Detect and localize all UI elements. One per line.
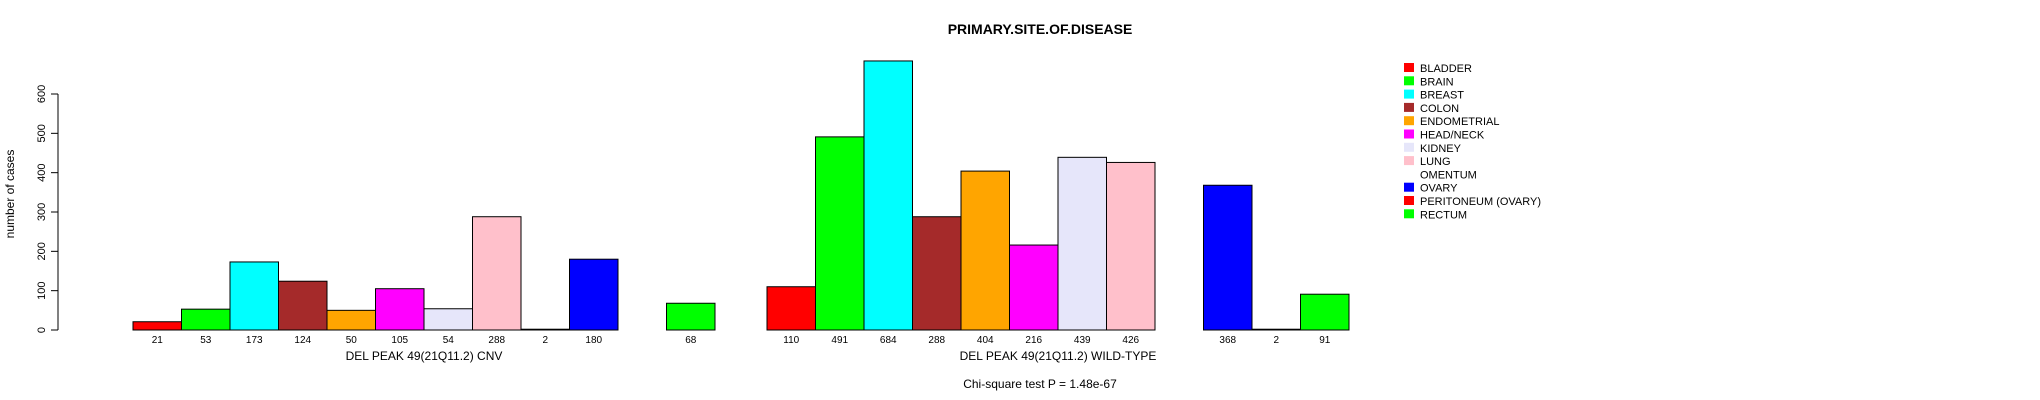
bar <box>912 216 962 331</box>
y-tick-label: 100 <box>36 281 48 299</box>
bar-value-label: 288 <box>488 335 505 346</box>
bar <box>1300 293 1350 331</box>
bar-value-label: 53 <box>200 335 212 346</box>
legend-swatch <box>1404 142 1414 152</box>
bar-value-label: 288 <box>928 335 945 346</box>
bar-value-label: 173 <box>246 335 263 346</box>
bar <box>520 328 570 331</box>
legend-swatch <box>1404 129 1414 139</box>
bar <box>766 286 816 331</box>
bar-value-label: 491 <box>831 335 848 346</box>
legend-entry: ENDOMETRIAL <box>1420 116 1499 128</box>
bar <box>960 170 1010 331</box>
legend-entry: COLON <box>1420 103 1459 115</box>
bar <box>666 302 716 331</box>
bar <box>863 60 913 331</box>
bar-value-label: 110 <box>783 335 799 346</box>
legend-entry: OMENTUM <box>1420 169 1477 181</box>
bar-value-label: 68 <box>685 335 697 346</box>
legend-entry: PERITONEUM (OVARY) <box>1420 196 1541 208</box>
bar-value-label: 2 <box>1273 335 1279 346</box>
y-tick-label: 200 <box>36 242 48 260</box>
legend-entry: KIDNEY <box>1420 143 1462 155</box>
bar-value-label: 216 <box>1025 335 1042 346</box>
legend-swatch <box>1404 116 1414 126</box>
bar-value-label: 50 <box>346 335 358 346</box>
chart-title: PRIMARY.SITE.OF.DISEASE <box>948 21 1133 37</box>
legend-swatch <box>1404 102 1414 112</box>
chi-square-footer: Chi-square test P = 1.48e-67 <box>963 377 1117 391</box>
bar <box>326 309 376 331</box>
bar <box>375 288 425 331</box>
legend-swatch <box>1404 156 1414 166</box>
y-axis-label: number of cases <box>3 150 17 239</box>
group-label: DEL PEAK 49(21Q11.2) CNV <box>346 349 503 363</box>
y-tick-label: 500 <box>36 124 48 142</box>
legend-entry: BRAIN <box>1420 76 1454 88</box>
bar <box>569 258 619 331</box>
y-tick-label: 600 <box>36 85 48 103</box>
legend-swatch <box>1404 63 1414 72</box>
legend-swatch <box>1404 76 1414 86</box>
legend-swatch <box>1404 169 1414 179</box>
bar <box>1009 244 1059 331</box>
legend-swatch <box>1404 196 1414 205</box>
bar-value-label: 426 <box>1122 335 1139 346</box>
legend-swatch <box>1404 89 1414 99</box>
bar-value-label: 21 <box>152 335 164 346</box>
y-tick-label: 300 <box>36 203 48 221</box>
bar <box>1203 184 1253 331</box>
y-axis: 0 100 200 300 400 500 600 <box>36 85 59 333</box>
bar-value-label: 2 <box>542 335 548 346</box>
bar-value-label: 54 <box>443 335 455 346</box>
legend-entry: RECTUM <box>1420 209 1467 221</box>
bar-value-label: 368 <box>1219 335 1236 346</box>
bar-value-label: 105 <box>391 335 408 346</box>
bar-value-label: 91 <box>1319 335 1331 346</box>
bar <box>278 280 328 331</box>
bar <box>1057 156 1107 331</box>
bar-value-label: 124 <box>294 335 311 346</box>
bar <box>815 136 865 331</box>
bar <box>132 321 182 331</box>
legend-swatch <box>1404 182 1414 192</box>
bars <box>132 60 1350 331</box>
bar <box>181 308 231 331</box>
bar <box>1251 328 1301 331</box>
legend-entry: BREAST <box>1420 90 1464 102</box>
bar <box>472 216 522 331</box>
legend-swatch <box>1404 209 1414 219</box>
y-tick-label: 400 <box>36 163 48 181</box>
legend-entry: LUNG <box>1420 156 1451 168</box>
legend-entry: OVARY <box>1420 183 1458 195</box>
bar <box>1106 161 1156 331</box>
group-label: DEL PEAK 49(21Q11.2) WILD-TYPE <box>960 349 1157 363</box>
bar <box>423 308 473 331</box>
bar-value-label: 180 <box>585 335 602 346</box>
group-labels: DEL PEAK 49(21Q11.2) CNV DEL PEAK 49(21Q1… <box>346 349 1157 363</box>
y-tick-label: 0 <box>36 327 48 333</box>
bar-value-label: 684 <box>880 335 897 346</box>
bar-labels: 21 53 173 124 50 105 54 288 2 180 68 110 491 684 288 40… <box>152 335 1331 346</box>
bar-value-label: 404 <box>977 335 994 346</box>
bar-value-label: 439 <box>1074 335 1091 346</box>
legend-entry: BLADDER <box>1420 63 1472 75</box>
legend-entry: HEAD/NECK <box>1420 130 1485 142</box>
bar <box>229 261 279 331</box>
